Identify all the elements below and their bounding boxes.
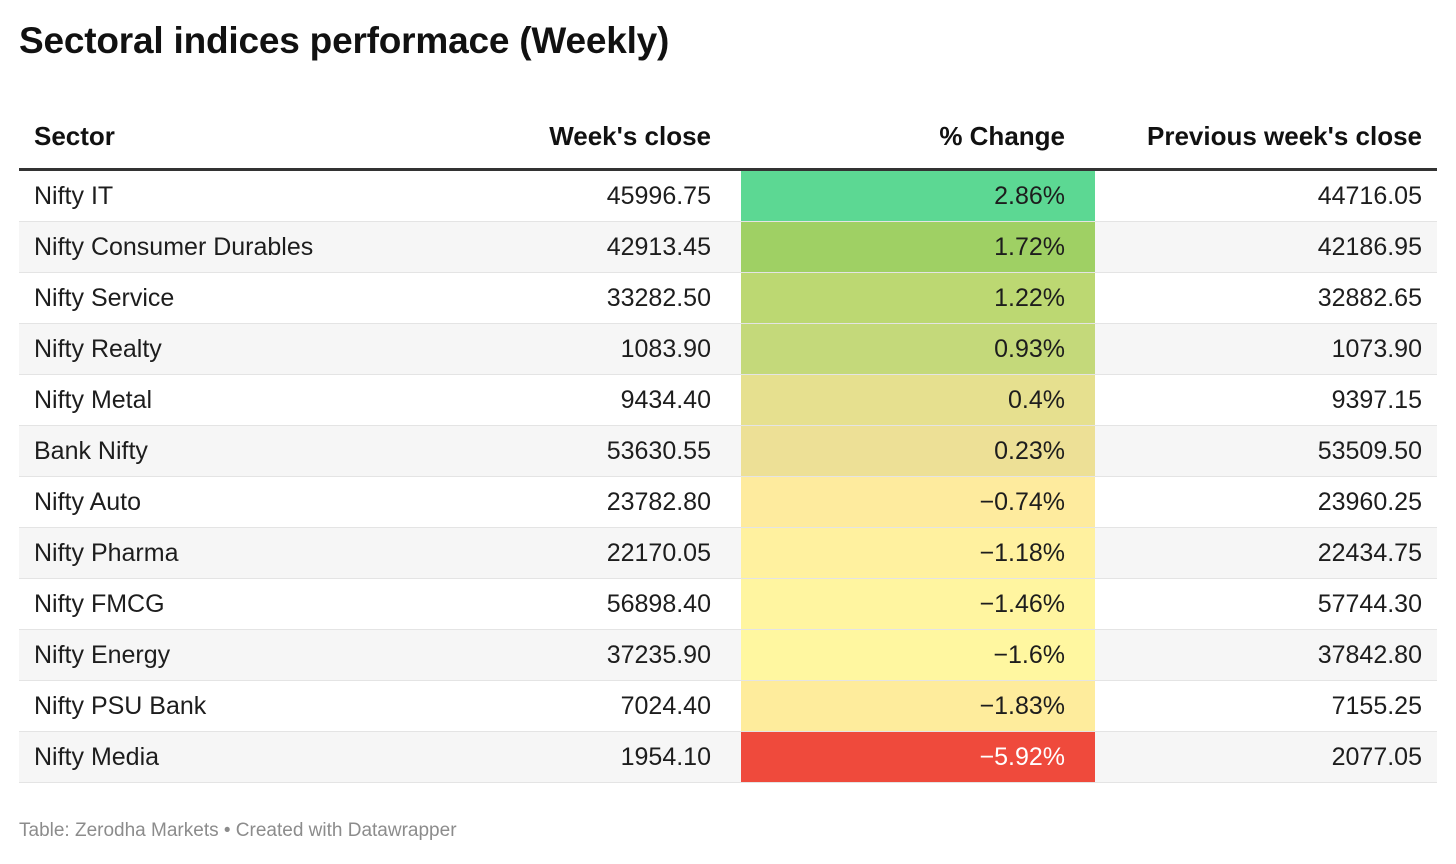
pct-change-cell: −5.92% (741, 732, 1095, 782)
sector-table: Sector Week's close % Change Previous we… (19, 104, 1437, 783)
table-row: Nifty Auto 23782.80 −0.74% 23960.25 (19, 477, 1437, 528)
pct-change-cell: 1.72% (741, 222, 1095, 272)
pct-change-cell: −0.74% (741, 477, 1095, 527)
sector-cell: Nifty Auto (34, 487, 141, 516)
sector-cell: Nifty Metal (34, 385, 153, 414)
source-footer: Table: Zerodha Markets • Created with Da… (19, 820, 457, 841)
sector-cell: Nifty Pharma (34, 538, 179, 567)
sector-cell: Nifty Consumer Durables (34, 232, 314, 261)
week-close-cell: 7024.40 (620, 691, 711, 720)
header-sector[interactable]: Sector (34, 120, 115, 151)
pct-change-cell: 1.22% (741, 273, 1095, 323)
sector-cell: Nifty Energy (34, 640, 171, 669)
week-close-cell: 9434.40 (620, 385, 711, 414)
pct-change-cell: 2.86% (741, 171, 1095, 221)
table-row: Nifty Consumer Durables 42913.45 1.72% 4218… (19, 222, 1437, 273)
header-prev-close[interactable]: Previous week's close (1146, 120, 1422, 151)
week-close-cell: 1954.10 (620, 742, 711, 771)
sector-cell: Nifty IT (34, 181, 114, 210)
sector-cell: Nifty PSU Bank (34, 691, 207, 720)
sector-cell: Nifty Media (34, 742, 160, 771)
prev-close-cell: 53509.50 (1317, 436, 1422, 465)
chart-title: Sectoral indices performace (Weekly) (19, 20, 670, 61)
prev-close-cell: 7155.25 (1331, 691, 1422, 720)
table-body: Nifty IT 45996.75 2.86% 44716.05 Nifty Consu… (19, 171, 1437, 783)
week-close-cell: 42913.45 (606, 232, 711, 261)
prev-close-cell: 23960.25 (1317, 487, 1422, 516)
week-close-cell: 23782.80 (606, 487, 711, 516)
week-close-cell: 37235.90 (606, 640, 711, 669)
prev-close-cell: 2077.05 (1331, 742, 1422, 771)
table-row: Nifty Pharma 22170.05 −1.18% 22434.75 (19, 528, 1437, 579)
week-close-cell: 22170.05 (606, 538, 711, 567)
table-row: Nifty Energy 37235.90 −1.6% 37842.80 (19, 630, 1437, 681)
week-close-cell: 45996.75 (606, 181, 711, 210)
pct-change-cell: −1.18% (741, 528, 1095, 578)
pct-change-cell: 0.23% (741, 426, 1095, 476)
pct-change-cell: 0.4% (741, 375, 1095, 425)
week-close-cell: 53630.55 (606, 436, 711, 465)
prev-close-cell: 1073.90 (1331, 334, 1422, 363)
pct-change-cell: −1.6% (741, 630, 1095, 680)
prev-close-cell: 44716.05 (1317, 181, 1422, 210)
pct-change-cell: 0.93% (741, 324, 1095, 374)
week-close-cell: 1083.90 (620, 334, 711, 363)
sector-cell: Nifty Realty (34, 334, 162, 363)
table-row: Nifty PSU Bank 7024.40 −1.83% 7155.25 (19, 681, 1437, 732)
week-close-cell: 56898.40 (606, 589, 711, 618)
table-row: Nifty IT 45996.75 2.86% 44716.05 (19, 171, 1437, 222)
sector-cell: Nifty FMCG (34, 589, 165, 618)
table-row: Nifty Service 33282.50 1.22% 32882.65 (19, 273, 1437, 324)
table-row: Nifty Media 1954.10 −5.92% 2077.05 (19, 732, 1437, 783)
header-weeks-close[interactable]: Week's close (549, 120, 711, 151)
prev-close-cell: 9397.15 (1331, 385, 1422, 414)
table-row: Nifty FMCG 56898.40 −1.46% 57744.30 (19, 579, 1437, 630)
sector-cell: Nifty Service (34, 283, 175, 312)
pct-change-cell: −1.46% (741, 579, 1095, 629)
prev-close-cell: 37842.80 (1317, 640, 1422, 669)
table-row: Nifty Realty 1083.90 0.93% 1073.90 (19, 324, 1437, 375)
sector-cell: Bank Nifty (34, 436, 148, 465)
week-close-cell: 33282.50 (606, 283, 711, 312)
prev-close-cell: 42186.95 (1317, 232, 1422, 261)
prev-close-cell: 32882.65 (1317, 283, 1422, 312)
pct-change-cell: −1.83% (741, 681, 1095, 731)
header-pct-change[interactable]: % Change (939, 120, 1065, 151)
prev-close-cell: 22434.75 (1317, 538, 1422, 567)
table-row: Nifty Metal 9434.40 0.4% 9397.15 (19, 375, 1437, 426)
table-header: Sector Week's close % Change Previous we… (19, 104, 1437, 171)
prev-close-cell: 57744.30 (1317, 589, 1422, 618)
table-row: Bank Nifty 53630.55 0.23% 53509.50 (19, 426, 1437, 477)
